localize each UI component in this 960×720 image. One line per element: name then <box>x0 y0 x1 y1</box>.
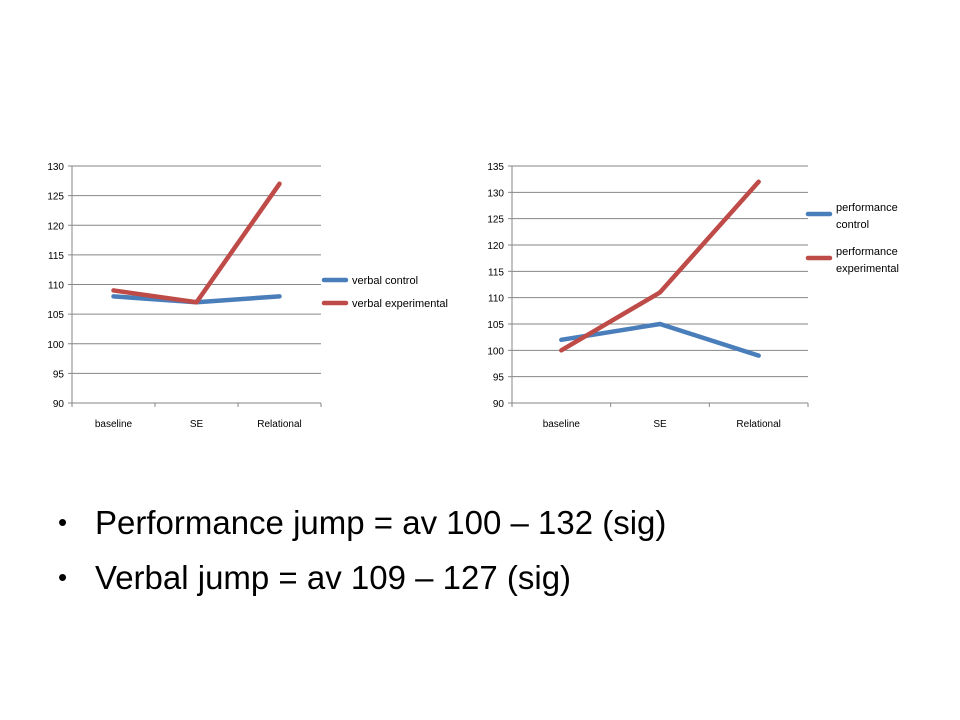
performance-y-tick-label: 95 <box>493 373 505 384</box>
verbal-y-tick-label: 110 <box>48 281 64 292</box>
performance-series-line-1 <box>559 321 761 358</box>
performance-y-tick-label: 115 <box>488 267 504 278</box>
performance-series-line-2 <box>559 179 761 353</box>
bullet-list: • Performance jump = av 100 – 132 (sig) … <box>58 495 666 605</box>
performance-x-tick-label: baseline <box>543 419 581 430</box>
performance-legend-label: performance experimental <box>836 246 899 275</box>
verbal-x-tick-label: baseline <box>95 419 133 430</box>
performance-y-tick-label: 110 <box>488 294 504 305</box>
performance-y-tick-label: 120 <box>487 241 504 252</box>
verbal-y-tick-label: 130 <box>47 162 64 173</box>
verbal-y-tick-label: 100 <box>47 340 64 351</box>
performance-y-tick-label: 105 <box>487 320 504 331</box>
verbal-x-tick-label: Relational <box>257 419 301 430</box>
performance-y-tick-label: 90 <box>493 399 505 410</box>
bullet-dot: • <box>58 562 68 592</box>
performance-y-tick-label: 125 <box>487 215 504 226</box>
performance-x-tick-label: Relational <box>736 419 780 430</box>
verbal-chart: 90 95 100 105 110 115 120 125 130 baseline SE Relat… <box>47 162 448 430</box>
performance-y-tick-label: 130 <box>487 188 504 199</box>
verbal-legend-label: verbal control <box>352 275 418 287</box>
verbal-y-tick-label: 95 <box>53 369 65 380</box>
performance-y-tick-label: 100 <box>487 346 504 357</box>
verbal-y-tick-label: 115 <box>48 251 64 262</box>
performance-legend-label: performance control <box>836 202 898 231</box>
verbal-legend-label: verbal experimental <box>352 298 448 310</box>
performance-chart: 90 95 100 105 110 115 120 125 130 135 baseline SE Re… <box>487 162 899 430</box>
bullet-dot: • <box>58 507 68 537</box>
verbal-y-tick-label: 105 <box>47 310 64 321</box>
bullet-performance-text: Performance jump = av 100 – 132 (sig) <box>95 504 667 541</box>
performance-x-tick-label: SE <box>653 419 667 430</box>
verbal-series-line-2 <box>111 181 282 305</box>
verbal-y-tick-label: 90 <box>53 399 65 410</box>
bullet-verbal: • Verbal jump = av 109 – 127 (sig) <box>58 550 666 605</box>
performance-y-tick-label: 135 <box>487 162 504 173</box>
verbal-y-tick-label: 125 <box>47 192 64 203</box>
bullet-verbal-text: Verbal jump = av 109 – 127 (sig) <box>95 559 572 596</box>
verbal-x-tick-label: SE <box>190 419 204 430</box>
bullet-performance: • Performance jump = av 100 – 132 (sig) <box>58 495 666 550</box>
verbal-y-tick-label: 120 <box>47 221 64 232</box>
